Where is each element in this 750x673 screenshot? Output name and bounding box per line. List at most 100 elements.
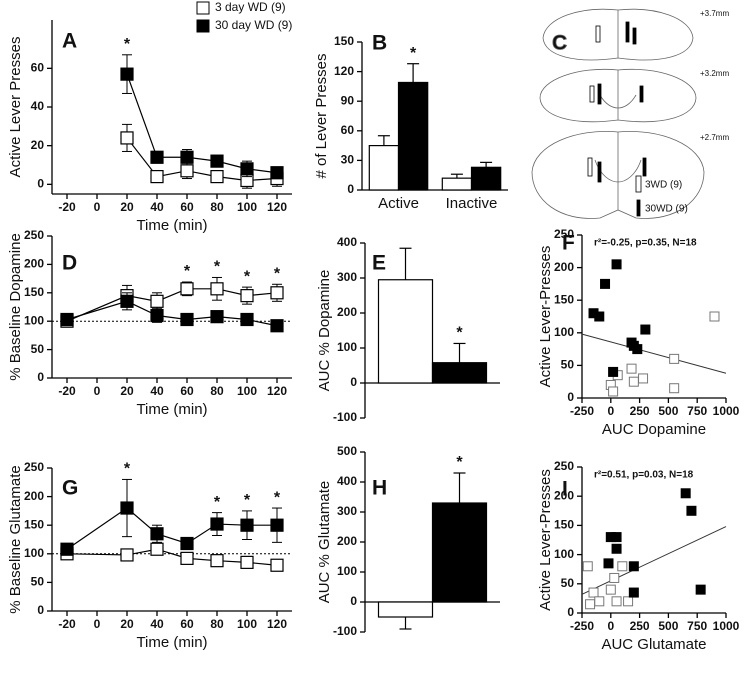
- data-point: [270, 518, 284, 532]
- data-point: [150, 308, 164, 323]
- section-label: +3.2mm: [700, 69, 729, 78]
- y-tick-label: 0: [567, 605, 574, 619]
- data-point: [60, 542, 74, 556]
- data-point: [628, 587, 639, 598]
- data-point: [680, 488, 691, 499]
- x-tick-label: 750: [687, 619, 707, 633]
- data-point: [210, 310, 224, 324]
- y-tick-label: 100: [554, 547, 574, 561]
- x-tick-label: 100: [237, 617, 257, 631]
- y-tick-label: 200: [554, 260, 574, 274]
- y-axis-title: % Baseline Dopamine: [7, 233, 24, 381]
- x-tick-label: 0: [94, 384, 101, 398]
- data-point: [150, 150, 164, 164]
- data-point: [605, 584, 616, 595]
- x-tick-label: 1000: [713, 619, 740, 633]
- brain-section: [542, 8, 694, 61]
- data-point: [210, 154, 224, 168]
- y-tick-label: 100: [554, 325, 574, 339]
- panel-letter: A: [62, 30, 77, 53]
- data-point: [686, 505, 697, 516]
- data-point: [120, 67, 134, 81]
- y-tick-label: 150: [554, 292, 574, 306]
- significance-marker: *: [124, 461, 131, 478]
- data-point: [60, 312, 74, 327]
- y-tick-label: 0: [350, 375, 357, 389]
- data-point: [120, 501, 134, 515]
- data-point: [611, 259, 622, 270]
- y-tick-label: 0: [350, 594, 357, 608]
- data-point: [240, 555, 254, 569]
- y-axis-title: Active Lever-Presses: [537, 469, 554, 611]
- y-tick-label: 300: [337, 504, 357, 518]
- y-tick-label: 500: [337, 444, 357, 458]
- data-point: [270, 166, 284, 180]
- legend-label: 3WD (9): [645, 180, 682, 191]
- x-axis-title: Time (min): [136, 217, 207, 234]
- x-tick-label: 250: [630, 404, 650, 418]
- data-point: [270, 558, 284, 572]
- data-point: [150, 294, 164, 308]
- data-point: [150, 542, 164, 556]
- y-tick-label: 400: [337, 235, 357, 249]
- significance-marker: *: [244, 492, 251, 509]
- fit-line: [581, 526, 727, 595]
- legend-swatch: [196, 1, 210, 15]
- data-point: [609, 572, 620, 583]
- data-point: [623, 596, 634, 607]
- x-tick-label: 80: [210, 617, 224, 631]
- series-line: [126, 73, 278, 174]
- y-tick-label: 300: [337, 270, 357, 284]
- data-point: [611, 543, 622, 554]
- y-axis-title: % Baseline Glutamate: [7, 465, 24, 613]
- bar: [397, 81, 429, 191]
- probe-30wd: [642, 157, 647, 177]
- data-point: [180, 551, 194, 565]
- data-point: [270, 319, 284, 333]
- x-tick-label: 0: [607, 619, 614, 633]
- data-point: [632, 344, 643, 355]
- y-tick-label: 250: [24, 228, 44, 242]
- x-tick-label: 100: [237, 200, 257, 214]
- data-point: [270, 286, 284, 300]
- data-point: [638, 373, 649, 384]
- x-tick-label: 60: [180, 617, 194, 631]
- significance-marker: *: [274, 265, 281, 282]
- y-tick-label: 20: [31, 138, 45, 152]
- probe-30wd: [597, 161, 602, 183]
- y-axis-title: # of Lever Presses: [313, 53, 330, 178]
- x-tick-label: -250: [570, 619, 594, 633]
- data-point: [210, 282, 224, 296]
- significance-marker: *: [124, 36, 131, 53]
- significance-marker: *: [244, 268, 251, 285]
- y-tick-label: 100: [24, 313, 44, 327]
- data-point: [240, 289, 254, 303]
- data-point: [594, 596, 605, 607]
- significance-marker: *: [456, 454, 463, 471]
- data-point: [150, 170, 164, 184]
- legend-swatch: [635, 175, 642, 193]
- x-tick-label: 750: [687, 404, 707, 418]
- data-point: [180, 150, 194, 164]
- y-tick-label: 50: [31, 342, 45, 356]
- y-tick-label: 0: [37, 370, 44, 384]
- data-point: [180, 164, 194, 178]
- data-point: [150, 527, 164, 541]
- y-tick-label: 30: [341, 153, 355, 167]
- x-tick-label: 500: [658, 619, 678, 633]
- section-label: +2.7mm: [700, 133, 729, 142]
- y-axis-title: Active Lever Presses: [7, 37, 24, 178]
- x-tick-label: 120: [267, 617, 287, 631]
- y-tick-label: 200: [337, 305, 357, 319]
- data-point: [709, 311, 720, 322]
- data-point: [180, 282, 194, 296]
- brain-diagram: C: [531, 8, 705, 219]
- data-point: [695, 584, 706, 595]
- x-tick-label: 100: [237, 384, 257, 398]
- y-tick-label: 50: [31, 575, 45, 589]
- data-point: [210, 517, 224, 531]
- x-tick-label: 0: [607, 404, 614, 418]
- data-point: [628, 376, 639, 387]
- y-tick-label: 200: [554, 488, 574, 502]
